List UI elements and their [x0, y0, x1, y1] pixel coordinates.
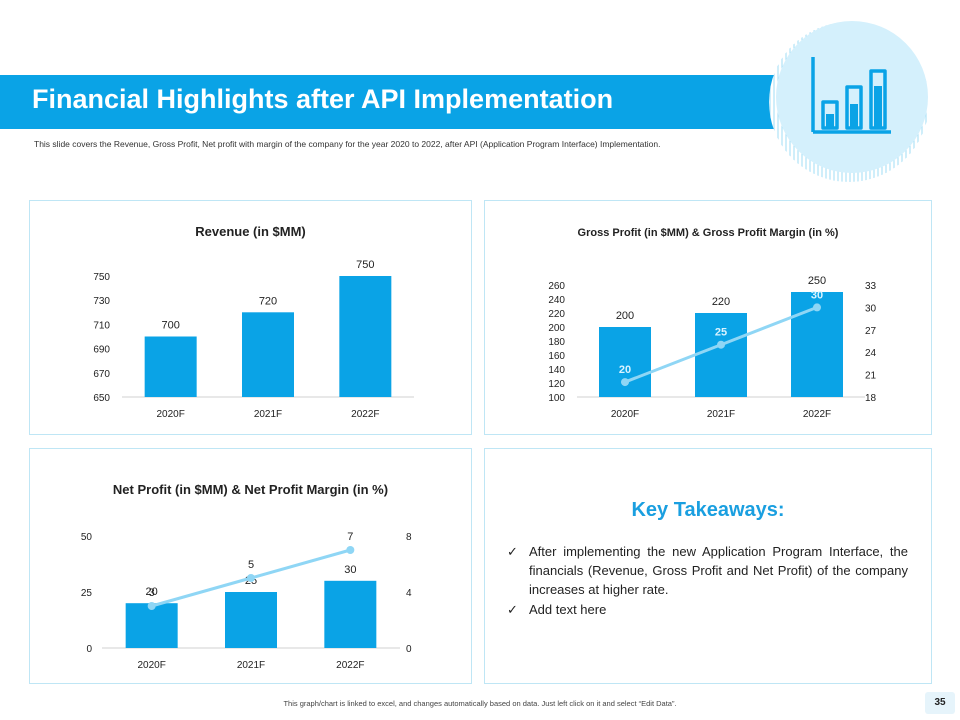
- line-data-label: 20: [619, 364, 631, 376]
- net-profit-chart-panel: Net Profit (in $MM) & Net Profit Margin …: [29, 448, 472, 684]
- revenue-chart: Revenue (in $MM) 650 670 690 710 730 750 2020F 2…: [93, 224, 414, 420]
- x-tick-label: 2020F: [156, 409, 184, 420]
- x-tick-label: 2020F: [137, 660, 165, 671]
- line-point: [346, 546, 355, 554]
- y-tick-label: 0: [86, 644, 92, 655]
- bar: [695, 313, 747, 397]
- y2-tick-label: 18: [865, 393, 877, 404]
- page-number: 35: [925, 692, 955, 714]
- bar-data-label: 200: [616, 310, 634, 322]
- bar: [125, 603, 178, 648]
- y-tick-label: 180: [548, 337, 565, 348]
- bar-data-label: 220: [712, 296, 730, 308]
- y2-tick-label: 24: [865, 348, 877, 359]
- gross-profit-chart: Gross Profit (in $MM) & Gross Profit Mar…: [548, 227, 877, 420]
- bar-data-label: 720: [259, 295, 277, 307]
- bar: [599, 327, 651, 397]
- y2-tick-label: 21: [865, 371, 877, 382]
- y2-tick-label: 33: [865, 281, 877, 292]
- y-tick-label: 750: [93, 272, 110, 283]
- bar-data-label: 700: [161, 320, 179, 332]
- revenue-chart-panel: Revenue (in $MM) 650 670 690 710 730 750 2020F 2…: [29, 200, 472, 435]
- y-tick-label: 220: [548, 309, 565, 320]
- line-point: [717, 340, 725, 349]
- list-item: ✓ Add text here: [505, 600, 908, 619]
- y-tick-label: 240: [548, 295, 565, 306]
- line-data-label: 30: [811, 289, 823, 301]
- footer-note: This graph/chart is linked to excel, and…: [283, 699, 677, 708]
- line-data-label: 3: [149, 587, 155, 599]
- gross-profit-chart-panel: Gross Profit (in $MM) & Gross Profit Mar…: [484, 200, 932, 435]
- x-tick-label: 2022F: [336, 660, 364, 671]
- bar-data-label: 250: [808, 275, 826, 287]
- y-tick-label: 50: [81, 532, 93, 543]
- y-tick-label: 690: [93, 345, 110, 356]
- bar: [324, 580, 377, 648]
- bar-data-label: 30: [344, 564, 356, 576]
- page-title: Financial Highlights after API Implement…: [32, 84, 614, 114]
- line-point: [621, 378, 629, 387]
- y-tick-label: 730: [93, 296, 110, 307]
- x-tick-label: 2021F: [237, 660, 265, 671]
- y-tick-label: 710: [93, 320, 110, 331]
- chart-title: Revenue (in $MM): [195, 224, 306, 239]
- y-tick-label: 25: [81, 588, 93, 599]
- x-tick-label: 2022F: [351, 409, 379, 420]
- x-tick-label: 2020F: [611, 409, 639, 420]
- y-tick-label: 140: [548, 365, 565, 376]
- line-point: [813, 303, 821, 312]
- bar: [242, 312, 294, 397]
- line-point: [147, 602, 156, 610]
- y-tick-label: 100: [548, 393, 565, 404]
- bar: [339, 276, 392, 397]
- list-item: ✓ After implementing the new Application…: [505, 542, 908, 599]
- line-data-label: 7: [347, 531, 353, 543]
- key-takeaways-list: ✓ After implementing the new Application…: [505, 542, 908, 620]
- y2-tick-label: 30: [865, 303, 877, 314]
- line-data-label: 25: [715, 327, 727, 339]
- chart-title: Net Profit (in $MM) & Net Profit Margin …: [113, 482, 388, 497]
- line-point: [247, 574, 255, 582]
- bar-data-label: 20: [146, 586, 158, 598]
- x-tick-label: 2022F: [803, 409, 831, 420]
- check-icon: ✓: [507, 544, 518, 559]
- y2-tick-label: 4: [406, 588, 412, 599]
- line-data-label: 5: [248, 559, 254, 571]
- takeaway-text: After implementing the new Application P…: [529, 544, 908, 597]
- x-tick-label: 2021F: [254, 409, 282, 420]
- key-takeaways-panel: Key Takeaways: ✓ After implementing the …: [484, 448, 932, 684]
- takeaway-text: Add text here: [529, 602, 607, 617]
- y-tick-label: 200: [548, 323, 565, 334]
- bar-data-label: 750: [356, 259, 374, 271]
- x-tick-label: 2021F: [707, 409, 735, 420]
- y-tick-label: 670: [93, 369, 110, 380]
- chart-title: Gross Profit (in $MM) & Gross Profit Mar…: [578, 227, 839, 239]
- y-tick-label: 120: [548, 379, 565, 390]
- header-icon-badge: [765, 14, 935, 184]
- y2-tick-label: 8: [406, 532, 412, 543]
- key-takeaways-title: Key Takeaways:: [631, 499, 785, 521]
- y2-tick-label: 0: [406, 644, 412, 655]
- bar: [144, 336, 197, 397]
- title-bar: [0, 75, 790, 129]
- check-icon: ✓: [507, 602, 518, 617]
- y-tick-label: 650: [93, 393, 110, 404]
- page-subtitle: This slide covers the Revenue, Gross Pro…: [34, 139, 661, 149]
- y2-tick-label: 27: [865, 326, 877, 337]
- net-profit-chart: Net Profit (in $MM) & Net Profit Margin …: [81, 482, 412, 671]
- bar-chart-icon: [769, 21, 929, 182]
- y-tick-label: 160: [548, 351, 565, 362]
- bar: [225, 592, 277, 648]
- y-tick-label: 260: [548, 281, 565, 292]
